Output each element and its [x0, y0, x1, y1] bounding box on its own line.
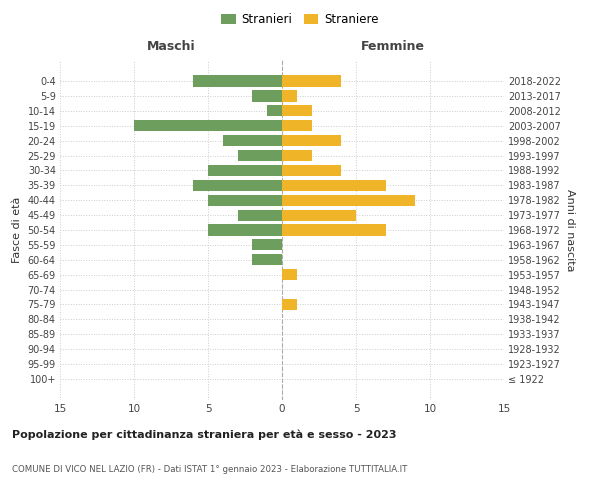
Bar [253, 90, 282, 102]
Bar [282, 180, 386, 191]
Bar [208, 224, 282, 235]
Bar [223, 135, 282, 146]
Bar [134, 120, 282, 132]
Bar [282, 135, 341, 146]
Bar [208, 194, 282, 206]
Text: Popolazione per cittadinanza straniera per età e sesso - 2023: Popolazione per cittadinanza straniera p… [12, 430, 397, 440]
Bar [282, 299, 297, 310]
Bar [238, 150, 282, 161]
Bar [282, 194, 415, 206]
Bar [282, 210, 356, 220]
Bar [282, 269, 297, 280]
Text: COMUNE DI VICO NEL LAZIO (FR) - Dati ISTAT 1° gennaio 2023 - Elaborazione TUTTIT: COMUNE DI VICO NEL LAZIO (FR) - Dati IST… [12, 465, 407, 474]
Y-axis label: Anni di nascita: Anni di nascita [565, 188, 575, 271]
Bar [253, 254, 282, 266]
Bar [238, 210, 282, 220]
Bar [208, 165, 282, 176]
Y-axis label: Fasce di età: Fasce di età [12, 197, 22, 263]
Bar [282, 165, 341, 176]
Text: Femmine: Femmine [361, 40, 425, 53]
Bar [282, 224, 386, 235]
Bar [282, 90, 297, 102]
Bar [253, 240, 282, 250]
Bar [267, 105, 282, 117]
Bar [193, 180, 282, 191]
Legend: Stranieri, Straniere: Stranieri, Straniere [217, 8, 383, 31]
Text: Maschi: Maschi [146, 40, 196, 53]
Bar [282, 105, 311, 117]
Bar [193, 76, 282, 86]
Bar [282, 120, 311, 132]
Bar [282, 150, 311, 161]
Bar [282, 76, 341, 86]
